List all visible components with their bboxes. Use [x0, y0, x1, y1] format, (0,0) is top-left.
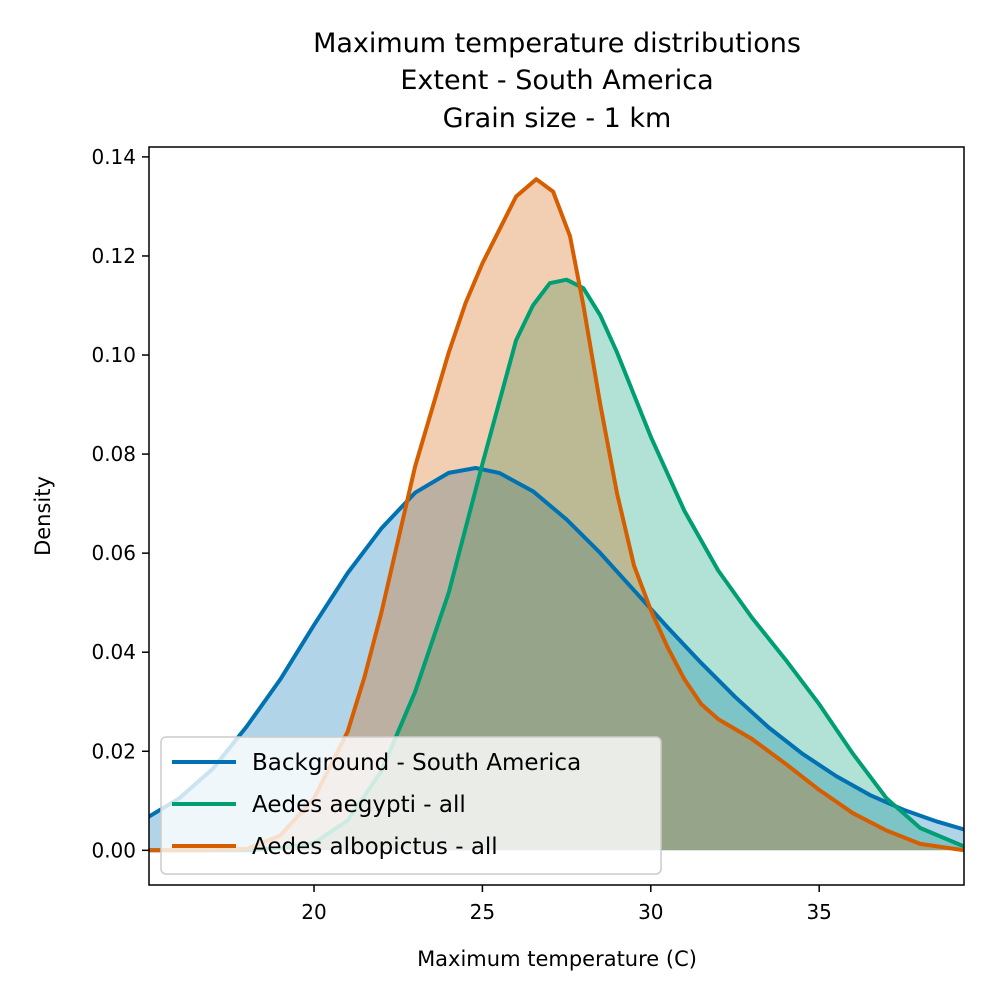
y-tick-label: 0.14: [91, 145, 136, 169]
plot-frame: [148, 146, 965, 886]
chart-title-line-1: Maximum temperature distributions: [313, 28, 801, 59]
x-axis-label: Maximum temperature (C): [417, 947, 697, 971]
y-tick-label: 0.10: [91, 343, 136, 367]
background-south-america-line: [149, 466, 964, 832]
x-tick-label: 35: [806, 900, 831, 924]
legend: Background - South America Aedes aegypti …: [160, 736, 662, 875]
y-tick-label: 0.06: [91, 541, 136, 565]
legend-box: [160, 736, 662, 875]
aedes-albopictus-all-line: [149, 177, 964, 853]
chart-title: Maximum temperature distributions Extent…: [313, 28, 801, 134]
y-tick-label: 0.08: [91, 442, 136, 466]
y-axis-label: Density: [31, 476, 55, 556]
y-tick-label: 0.12: [91, 244, 136, 268]
x-tick-label: 25: [470, 900, 495, 924]
chart-title-line-2: Extent - South America: [400, 65, 713, 96]
legend-entry-label: Background - South America: [252, 750, 581, 776]
y-tick-label: 0.00: [91, 838, 136, 862]
x-tick-label: 20: [301, 900, 326, 924]
legend-entry-label: Aedes aegypti - all: [252, 792, 466, 818]
x-axis: 20 25 30 35: [301, 885, 832, 924]
aedes-aegypti-all-fill: [149, 279, 964, 851]
y-tick-label: 0.04: [91, 640, 136, 664]
chart-title-line-3: Grain size - 1 km: [443, 103, 672, 134]
x-tick-label: 30: [638, 900, 663, 924]
legend-entry-label: Aedes albopictus - all: [252, 834, 498, 860]
y-axis: 0.00 0.02 0.04 0.06 0.08 0.10 0.12 0.14: [91, 145, 149, 862]
aedes-albopictus-all-fill: [149, 179, 964, 851]
y-tick-label: 0.02: [91, 739, 136, 763]
